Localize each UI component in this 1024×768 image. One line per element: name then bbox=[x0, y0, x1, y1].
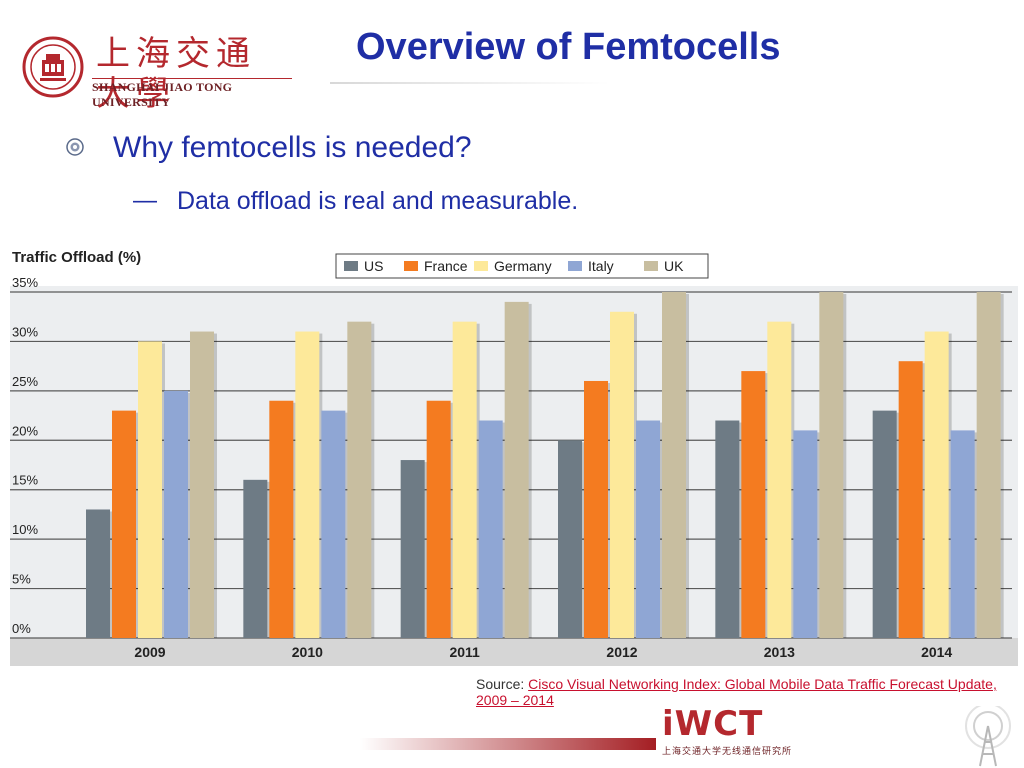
bar bbox=[662, 292, 686, 638]
y-tick-label: 25% bbox=[12, 374, 38, 389]
traffic-offload-chart: 0% 5% 10% 15% 20% 25% 30% 35% 2009 2010 2011 2012 2… bbox=[10, 238, 1018, 698]
bar bbox=[452, 321, 477, 638]
bar bbox=[321, 410, 346, 638]
bar bbox=[112, 410, 136, 638]
bar bbox=[819, 292, 844, 638]
y-tick-label: 35% bbox=[12, 275, 38, 290]
legend-swatch bbox=[644, 261, 658, 271]
footer-gradient-bar bbox=[360, 738, 660, 750]
bullet-level2: Data offload is real and measurable. bbox=[177, 187, 579, 215]
x-axis-band bbox=[10, 638, 1018, 666]
y-tick-label: 15% bbox=[12, 473, 38, 488]
bar bbox=[767, 321, 792, 638]
x-tick-label: 2011 bbox=[449, 644, 480, 660]
bar bbox=[164, 390, 188, 638]
legend-label: US bbox=[364, 258, 383, 274]
x-tick-label: 2014 bbox=[921, 644, 952, 660]
legend-label: France bbox=[424, 258, 468, 274]
y-tick-label: 30% bbox=[12, 324, 38, 339]
source-link[interactable]: Cisco Visual Networking Index: Global Mo… bbox=[476, 676, 997, 708]
bar bbox=[793, 430, 818, 638]
legend-swatch bbox=[568, 261, 582, 271]
bar bbox=[898, 361, 923, 638]
y-tick-label: 20% bbox=[12, 423, 38, 438]
bar bbox=[558, 440, 582, 638]
lab-brand: iWCT bbox=[662, 704, 764, 744]
bar bbox=[138, 341, 162, 638]
slide-title: Overview of Femtocells bbox=[356, 26, 781, 68]
university-seal-icon bbox=[22, 36, 84, 98]
lab-logo: iWCT 上海交通大学无线通信研究所 bbox=[656, 704, 1024, 768]
university-logo: 上海交通大學 SHANGHAI JIAO TONG UNIVERSITY bbox=[22, 30, 292, 114]
bullet-level1: Why femtocells is needed? bbox=[113, 131, 472, 164]
legend-swatch bbox=[404, 261, 418, 271]
bar bbox=[269, 400, 294, 638]
bar bbox=[976, 292, 1001, 638]
chart-title: Traffic Offload (%) bbox=[12, 249, 141, 266]
antenna-tower-icon bbox=[965, 706, 1011, 767]
bar bbox=[295, 331, 320, 638]
title-divider bbox=[330, 82, 610, 84]
source-label: Source: bbox=[476, 676, 529, 692]
x-tick-label: 2009 bbox=[134, 644, 165, 660]
bar bbox=[86, 509, 110, 638]
bar bbox=[610, 311, 634, 638]
x-tick-label: 2013 bbox=[764, 644, 795, 660]
chart-source: Source: Cisco Visual Networking Index: G… bbox=[476, 676, 1024, 708]
bar bbox=[584, 380, 608, 638]
legend-label: UK bbox=[664, 258, 684, 274]
bar bbox=[478, 420, 503, 638]
legend-label: Italy bbox=[588, 258, 614, 274]
bar bbox=[400, 460, 425, 638]
legend-swatch bbox=[344, 261, 358, 271]
legend-swatch bbox=[474, 261, 488, 271]
bar bbox=[243, 479, 268, 638]
x-tick-label: 2010 bbox=[292, 644, 323, 660]
bar bbox=[636, 420, 660, 638]
bar bbox=[950, 430, 975, 638]
bar bbox=[715, 420, 740, 638]
bullet-seal-icon bbox=[66, 138, 84, 156]
x-tick-label: 2012 bbox=[606, 644, 637, 660]
bar bbox=[924, 331, 949, 638]
bar bbox=[190, 331, 214, 638]
bullet-dash: — bbox=[133, 187, 157, 214]
logo-chinese-name: 上海交通大學 bbox=[96, 34, 256, 114]
y-tick-label: 10% bbox=[12, 522, 38, 537]
y-tick-label: 5% bbox=[12, 572, 31, 587]
bar bbox=[426, 400, 451, 638]
bar bbox=[872, 410, 897, 638]
lab-chinese-name: 上海交通大学无线通信研究所 bbox=[662, 747, 793, 757]
y-tick-label: 0% bbox=[12, 621, 31, 636]
bar bbox=[741, 371, 766, 638]
bar bbox=[504, 301, 529, 638]
legend-label: Germany bbox=[494, 258, 552, 274]
bar bbox=[347, 321, 372, 638]
logo-english-name: SHANGHAI JIAO TONG UNIVERSITY bbox=[92, 78, 292, 110]
